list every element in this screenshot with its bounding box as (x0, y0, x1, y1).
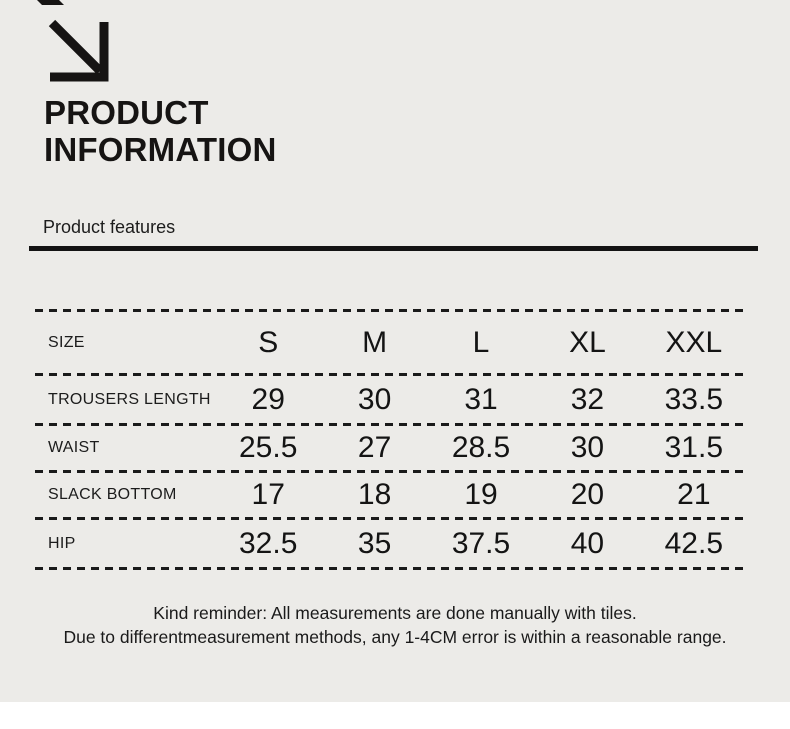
section-divider-rule (29, 246, 758, 251)
table-row-hip: HIP 32.5 35 37.5 40 42.5 (35, 520, 747, 567)
table-divider (35, 567, 747, 570)
page-title-line2: INFORMATION (44, 131, 277, 168)
size-col-m: M (362, 325, 388, 359)
arrow-down-right-icon (37, 0, 109, 82)
cell-value: 20 (570, 478, 605, 511)
cell-value: 28.5 (451, 431, 511, 464)
section-label: Product features (43, 217, 176, 237)
cropped-arrow-fragment (37, 0, 64, 5)
cell-value: 33.5 (664, 382, 724, 416)
reminder-note-line2: Due to differentmeasurement methods, any… (63, 627, 727, 647)
size-col-s: S (258, 325, 279, 359)
cell-value: 25.5 (239, 431, 298, 464)
row-label: TROUSERS LENGTH (48, 390, 211, 408)
cell-value: 30 (570, 431, 605, 464)
gray-panel: PRODUCT INFORMATION Product features SIZ… (0, 0, 790, 702)
size-col-l: L (472, 325, 490, 359)
size-col-xxl: XXL (665, 325, 723, 359)
cell-value: 35 (357, 526, 392, 560)
cell-value: 37.5 (451, 526, 511, 560)
cell-value: 21 (677, 478, 711, 511)
cell-value: 19 (464, 478, 498, 511)
cell-value: 17 (251, 478, 285, 511)
table-divider (35, 470, 747, 473)
size-col-xl: XL (569, 325, 606, 359)
table-header-label: SIZE (48, 333, 85, 351)
table-divider (35, 309, 747, 312)
cell-value: 31 (464, 382, 498, 416)
row-label: WAIST (48, 439, 100, 456)
reminder-note-line1: Kind reminder: All measurements are done… (153, 603, 637, 623)
row-label: SLACK BOTTOM (48, 486, 177, 503)
cell-value: 31.5 (664, 431, 724, 464)
cell-value: 30 (357, 382, 392, 416)
table-divider (35, 423, 747, 426)
cell-value: 32 (570, 382, 605, 416)
table-divider (35, 373, 747, 376)
table-row-trousers-length: TROUSERS LENGTH 29 30 31 32 33.5 (35, 376, 747, 423)
cell-value: 27 (357, 431, 392, 464)
page-title-line1: PRODUCT (44, 94, 209, 131)
cell-value: 32.5 (239, 526, 298, 560)
cell-value: 29 (251, 382, 285, 416)
table-divider (35, 517, 747, 520)
page-title: PRODUCT INFORMATION (44, 94, 277, 168)
row-label: HIP (48, 534, 76, 552)
table-row-slack-bottom: SLACK BOTTOM 17 18 19 20 21 (35, 473, 747, 517)
cell-value: 40 (570, 526, 605, 560)
table-row-waist: WAIST 25.5 27 28.5 30 31.5 (35, 426, 747, 470)
cell-value: 18 (357, 478, 392, 511)
reminder-note: Kind reminder: All measurements are done… (0, 601, 790, 649)
cell-value: 42.5 (664, 526, 724, 560)
size-table: SIZE S M L XL XXL TROUSERS LENGTH 29 30 … (35, 309, 747, 570)
table-header-row: SIZE S M L XL XXL (35, 312, 747, 373)
